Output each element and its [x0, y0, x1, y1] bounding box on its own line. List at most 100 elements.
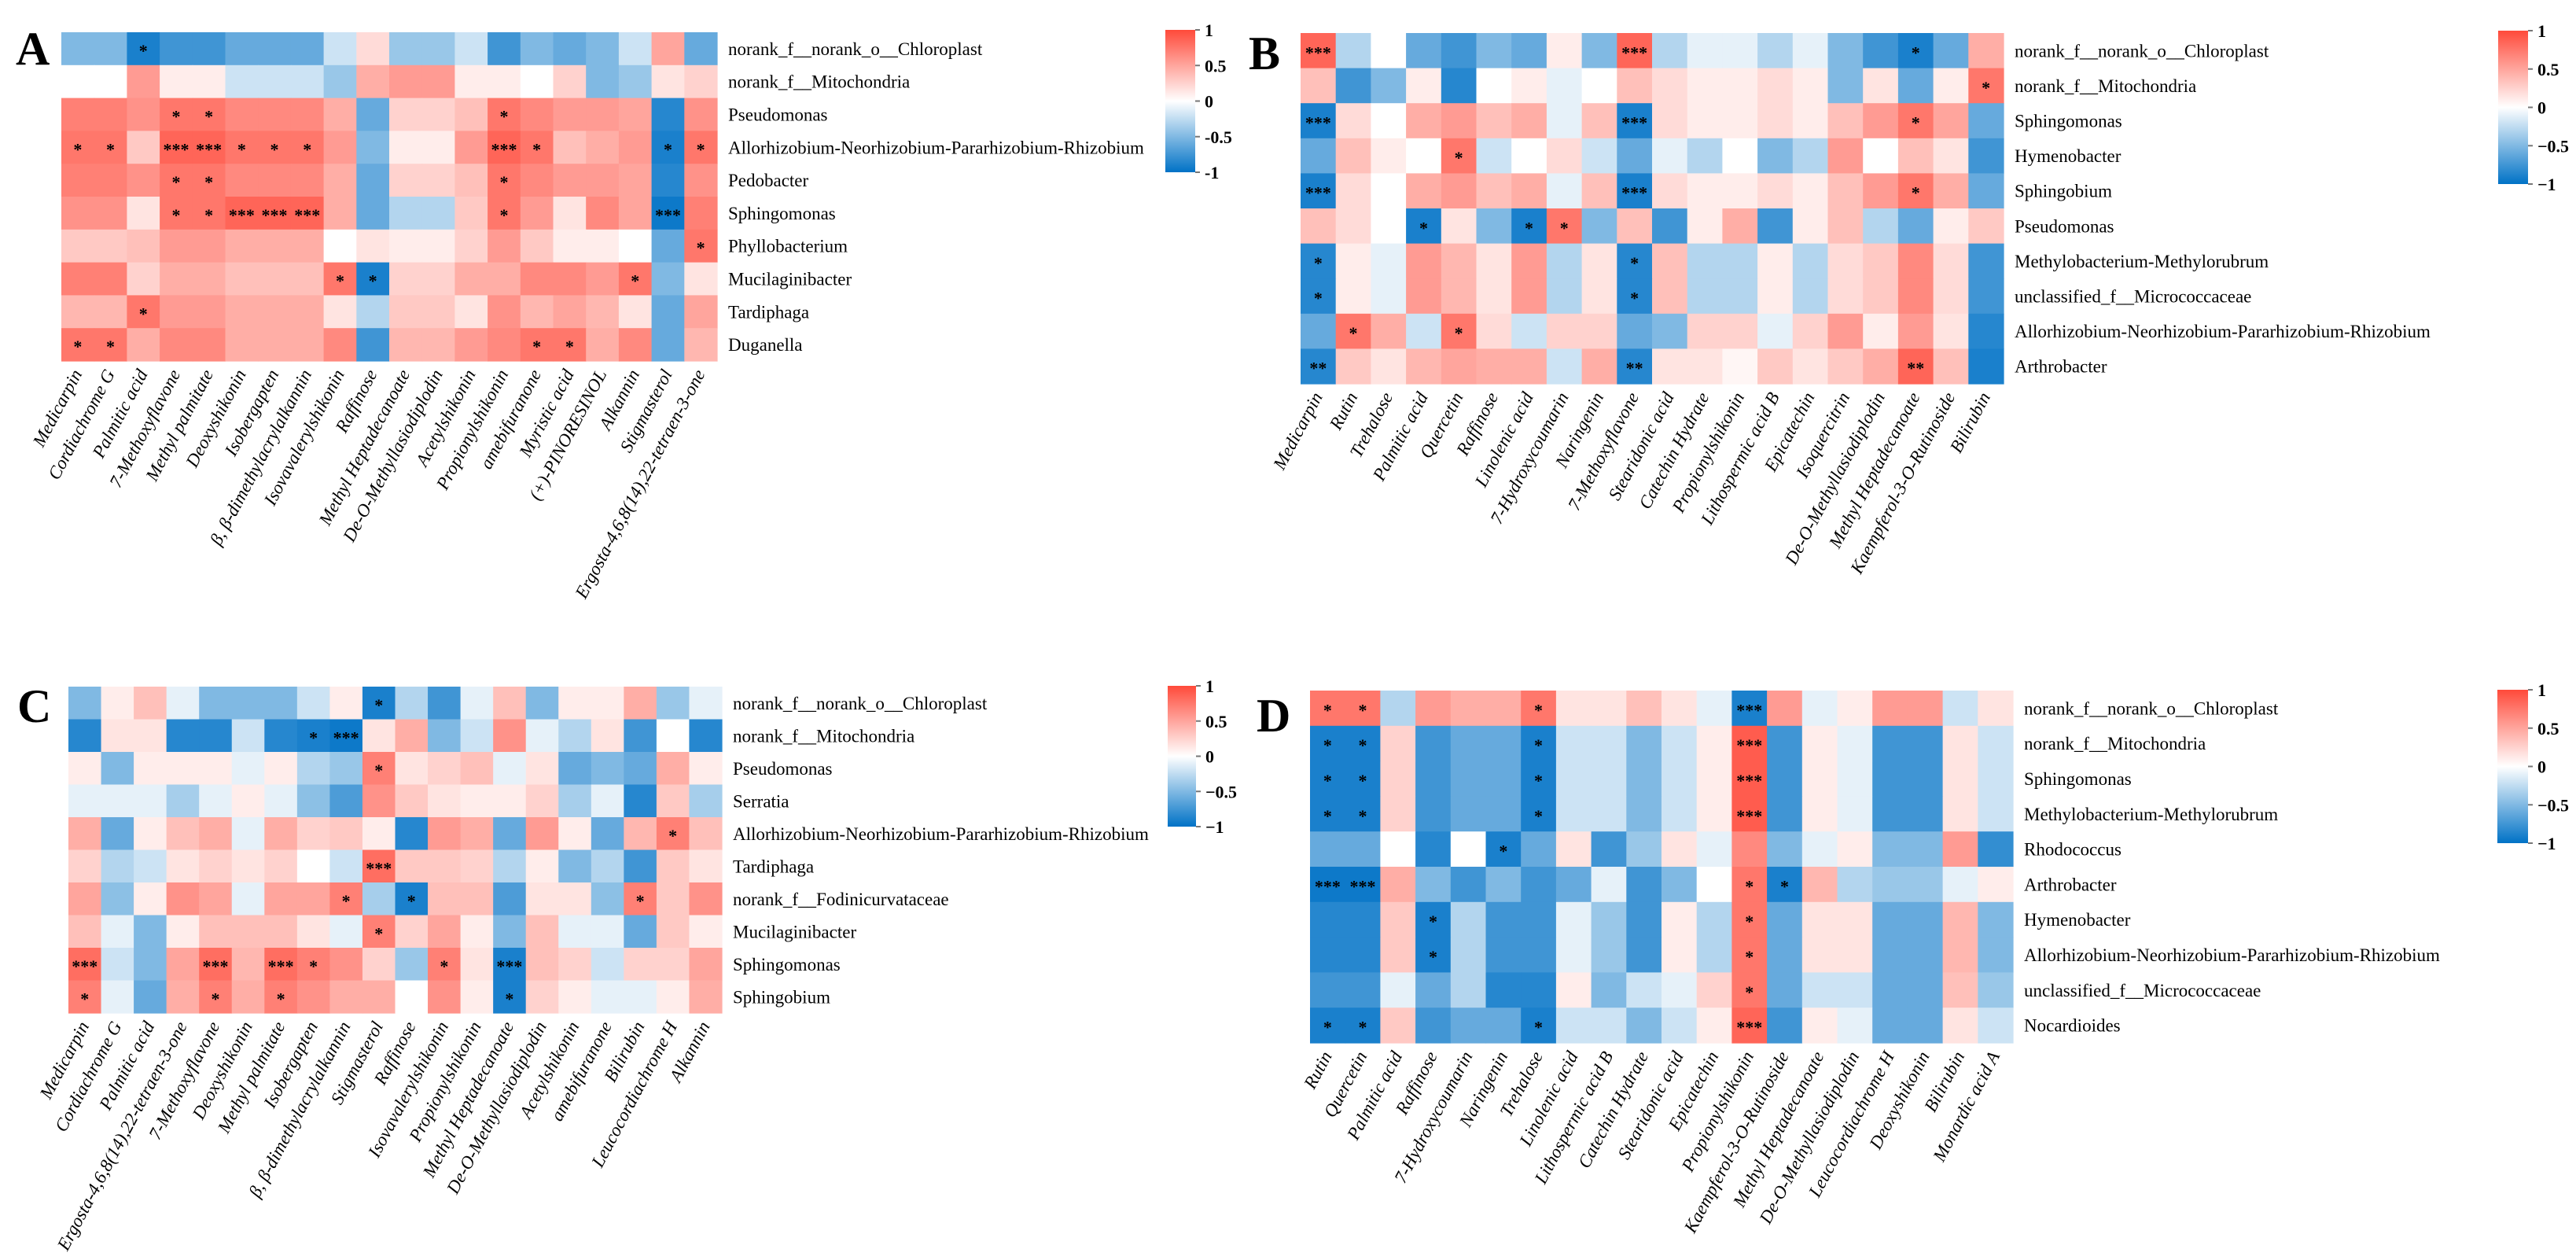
- heatmap-cell: [1591, 796, 1627, 832]
- significance-mark: *: [1912, 113, 1920, 133]
- significance-mark: *: [1780, 876, 1789, 896]
- heatmap-cell: [68, 687, 102, 720]
- heatmap-cell: [1546, 348, 1583, 385]
- heatmap-cell: [192, 164, 226, 197]
- heatmap-cell: [1581, 348, 1617, 385]
- heatmap-cell: [421, 131, 455, 164]
- row-label: Rhodococcus: [2024, 840, 2122, 860]
- heatmap-cell: [488, 131, 521, 164]
- significance-mark: *: [1534, 771, 1543, 790]
- heatmap-cell: [290, 262, 325, 296]
- significance-mark: *: [1359, 806, 1367, 826]
- heatmap-cell: [1511, 348, 1547, 385]
- heatmap-cell: [1617, 313, 1653, 349]
- heatmap-cell: [323, 229, 357, 263]
- heatmap-cell: [1521, 937, 1557, 973]
- heatmap-cell: [356, 295, 390, 329]
- heatmap-cell: [1476, 243, 1512, 279]
- heatmap-cell: [1652, 33, 1688, 69]
- row-label: norank_f__norank_o__Chloroplast: [2024, 698, 2279, 718]
- heatmap-cell: [1626, 796, 1662, 832]
- heatmap-cell: [689, 849, 723, 883]
- significance-mark: *: [1429, 912, 1437, 931]
- heatmap-cell: [1415, 901, 1452, 938]
- significance-mark: **: [1907, 359, 1924, 378]
- heatmap-cell: [68, 948, 102, 982]
- heatmap-cell: [166, 882, 200, 916]
- colorbar-tick-label: 1: [1205, 676, 1214, 696]
- heatmap-cell: [1933, 278, 1969, 315]
- significance-mark: ***: [1736, 806, 1762, 826]
- heatmap-cell: [656, 849, 690, 883]
- significance-mark: *: [369, 271, 377, 291]
- heatmap-cell: [329, 719, 363, 753]
- heatmap-cell: [1415, 831, 1452, 868]
- heatmap-cell: [1591, 867, 1627, 903]
- heatmap-cell: [94, 229, 127, 263]
- heatmap-cell: [1380, 831, 1416, 868]
- heatmap-cell: [624, 687, 657, 720]
- heatmap-cell: [1907, 972, 1944, 1008]
- significance-mark: ***: [72, 956, 98, 976]
- significance-mark: *: [309, 956, 318, 976]
- significance-mark: *: [139, 304, 148, 323]
- heatmap-cell: [323, 98, 357, 131]
- heatmap-cell: [1406, 68, 1442, 104]
- heatmap-cell: [651, 197, 685, 230]
- significance-mark: ***: [163, 139, 189, 159]
- panel-letter: D: [1257, 690, 1290, 742]
- heatmap-cell: [1837, 937, 1873, 973]
- heatmap-cell: [1801, 691, 1838, 727]
- heatmap-cell: [192, 262, 226, 296]
- colorbar-tick-label: 1: [2537, 21, 2546, 41]
- heatmap-cell: [1485, 972, 1522, 1008]
- heatmap-cells: [61, 32, 718, 362]
- significance-mark: *: [697, 139, 705, 159]
- significance-mark: *: [336, 271, 344, 291]
- heatmap-cell: [1978, 1008, 2014, 1044]
- heatmap-cell: [160, 98, 193, 131]
- heatmap-cell: [1301, 138, 1337, 174]
- heatmap-cell: [1450, 725, 1487, 762]
- heatmap-cell: [421, 98, 455, 131]
- heatmap-cell: [1441, 348, 1478, 385]
- heatmap-cells: [68, 687, 723, 1014]
- heatmap-cell: [101, 882, 134, 916]
- heatmap-cell: [1652, 68, 1688, 104]
- heatmap-cell: [1450, 761, 1487, 797]
- heatmap-cell: [586, 229, 620, 263]
- heatmap-cell: [1450, 1008, 1487, 1044]
- significance-mark: *: [1745, 912, 1754, 931]
- heatmap-cell: [525, 948, 559, 982]
- heatmap-cell: [1731, 761, 1768, 797]
- heatmap-cell: [1687, 173, 1723, 209]
- heatmap-cell: [684, 98, 718, 131]
- heatmap-cell: [160, 64, 193, 99]
- heatmap-cell: [1335, 138, 1371, 174]
- heatmap-cell: [1591, 831, 1627, 868]
- heatmap-cell: [1767, 691, 1803, 727]
- heatmap-cell: [591, 980, 624, 1014]
- heatmap-cell: [618, 131, 653, 164]
- heatmap-cell: [395, 948, 429, 982]
- significance-mark: *: [1534, 806, 1543, 826]
- heatmap-cell: [1687, 243, 1723, 279]
- row-label: norank_f__Fodinicurvataceae: [733, 890, 949, 909]
- significance-mark: ***: [268, 956, 294, 976]
- heatmap-cell: [94, 98, 127, 131]
- heatmap-cell: [199, 882, 233, 916]
- heatmap-cell: [356, 328, 390, 362]
- heatmap-cell: [1872, 972, 1908, 1008]
- heatmap-cell: [356, 98, 390, 131]
- heatmap-cell: [160, 262, 193, 296]
- heatmap-cell: [1792, 278, 1829, 315]
- heatmap-cell: [1335, 103, 1371, 139]
- heatmap-cell: [323, 64, 357, 99]
- heatmap-cell: [1722, 313, 1758, 349]
- heatmap-cell: [1335, 33, 1371, 69]
- heatmap-cell: [1968, 208, 2004, 245]
- heatmap-cell: [134, 817, 167, 851]
- heatmap-cell: [1626, 867, 1662, 903]
- heatmap-cell: [1662, 1008, 1698, 1044]
- heatmap-cell: [1696, 761, 1732, 797]
